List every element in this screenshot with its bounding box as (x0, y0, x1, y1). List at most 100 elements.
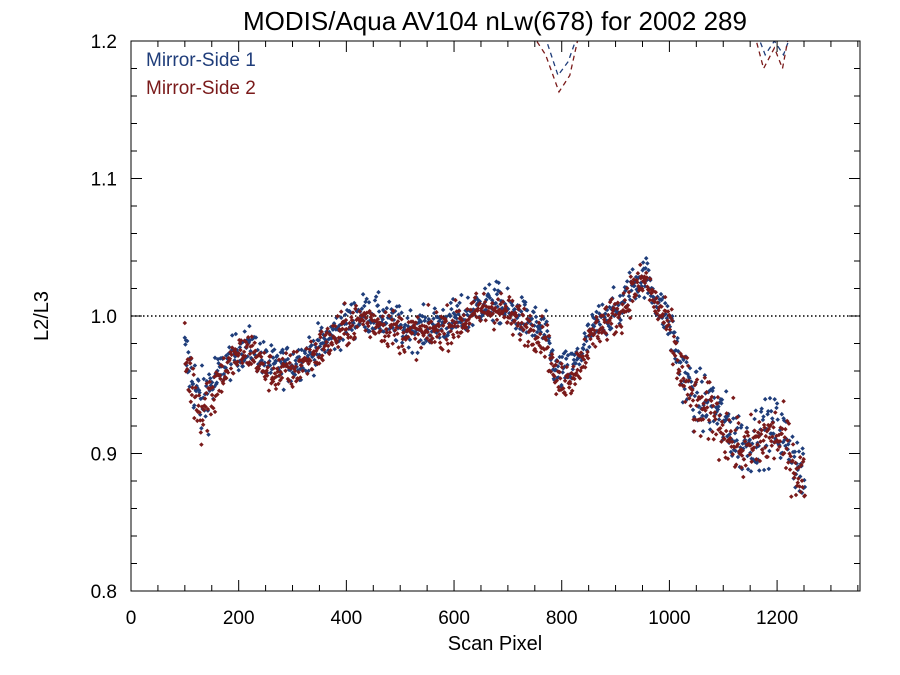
data-point (286, 378, 292, 384)
data-point (540, 324, 545, 330)
data-point (412, 336, 418, 341)
data-point (447, 313, 453, 319)
data-point (440, 307, 446, 313)
data-point (271, 365, 276, 371)
data-point (534, 329, 540, 335)
data-point (740, 448, 745, 453)
data-point (439, 328, 445, 334)
data-point (723, 389, 729, 394)
data-point (735, 414, 740, 420)
data-point (494, 291, 500, 297)
data-point (450, 318, 455, 323)
data-point (444, 302, 450, 308)
data-point (796, 465, 802, 470)
data-point (422, 318, 427, 324)
data-point (524, 325, 529, 330)
data-point (305, 353, 311, 358)
data-point (556, 384, 561, 390)
data-point (575, 346, 580, 351)
x-axis-label: Scan Pixel (448, 633, 543, 655)
data-point (224, 375, 229, 381)
data-point (733, 427, 738, 433)
data-point (779, 431, 785, 437)
data-point (793, 492, 799, 498)
data-point (354, 324, 360, 330)
data-point (344, 326, 349, 332)
data-point (304, 346, 309, 351)
data-point (456, 334, 461, 339)
data-point (734, 438, 740, 443)
data-point (736, 420, 741, 426)
data-point (706, 417, 712, 423)
data-point (638, 262, 643, 268)
data-point (206, 432, 211, 437)
data-point (768, 408, 774, 414)
data-point (285, 345, 290, 351)
data-point (709, 398, 714, 403)
data-point (762, 445, 768, 450)
data-point (799, 478, 805, 483)
data-point (514, 313, 519, 318)
data-point (334, 338, 340, 344)
data-point (644, 275, 650, 280)
data-point (463, 325, 469, 330)
data-point (531, 328, 536, 333)
data-point (759, 427, 764, 433)
data-point (630, 280, 636, 286)
data-point (748, 412, 754, 417)
data-point (683, 399, 688, 405)
data-point (362, 303, 367, 309)
data-point (611, 305, 616, 311)
data-point (790, 458, 795, 463)
data-point (391, 308, 396, 314)
data-point (613, 312, 618, 318)
data-point (280, 350, 286, 356)
data-point (668, 348, 674, 353)
data-point (742, 434, 747, 440)
data-point (518, 332, 523, 338)
data-point (771, 456, 777, 461)
data-point (620, 302, 625, 307)
data-point (454, 316, 459, 321)
data-point (498, 291, 504, 296)
data-point (710, 403, 716, 409)
data-point (772, 397, 777, 402)
data-point (594, 318, 600, 323)
data-point (719, 439, 724, 444)
data-point (487, 282, 492, 287)
data-point (440, 323, 446, 328)
data-point (690, 407, 696, 413)
data-point (762, 396, 768, 402)
data-point (770, 416, 775, 421)
data-point (654, 311, 660, 316)
data-point (712, 410, 718, 415)
data-point (596, 303, 602, 309)
data-point (272, 371, 278, 376)
data-point (376, 289, 381, 295)
data-point (615, 300, 621, 306)
data-point (390, 341, 395, 346)
data-point (553, 391, 559, 397)
data-point (790, 434, 795, 439)
data-point (766, 466, 772, 472)
data-point (653, 289, 658, 295)
data-point (646, 287, 652, 293)
data-point (779, 411, 785, 417)
data-point (325, 343, 331, 349)
data-point (424, 324, 429, 330)
data-point (700, 417, 706, 422)
data-point (518, 324, 524, 330)
data-point (451, 335, 456, 340)
data-point (715, 407, 721, 412)
data-point (642, 280, 648, 286)
data-point (290, 384, 295, 390)
data-point (753, 408, 759, 413)
data-point (466, 317, 471, 322)
data-point (745, 429, 750, 435)
data-point (759, 406, 764, 411)
data-point (489, 300, 495, 306)
data-point (742, 439, 748, 444)
data-point (550, 355, 555, 360)
data-point (800, 484, 805, 490)
data-point (732, 430, 738, 436)
